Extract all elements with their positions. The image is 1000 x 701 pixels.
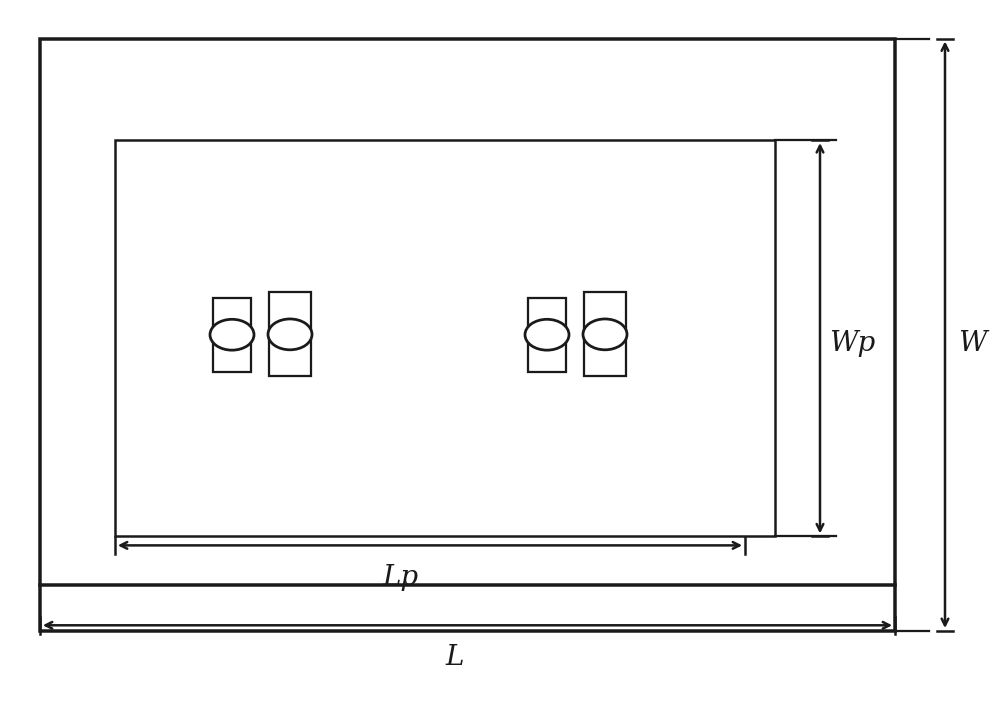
- Text: Lp: Lp: [382, 564, 418, 591]
- Circle shape: [525, 319, 569, 350]
- Circle shape: [583, 319, 627, 350]
- Bar: [269, 292, 311, 376]
- Text: W: W: [958, 330, 986, 357]
- Bar: [528, 298, 566, 372]
- Circle shape: [210, 319, 254, 350]
- Bar: [584, 292, 626, 376]
- Text: Wp: Wp: [829, 330, 875, 357]
- Bar: [115, 140, 775, 536]
- Bar: [213, 298, 251, 372]
- Text: L: L: [446, 644, 464, 671]
- Bar: [40, 39, 895, 631]
- Circle shape: [268, 319, 312, 350]
